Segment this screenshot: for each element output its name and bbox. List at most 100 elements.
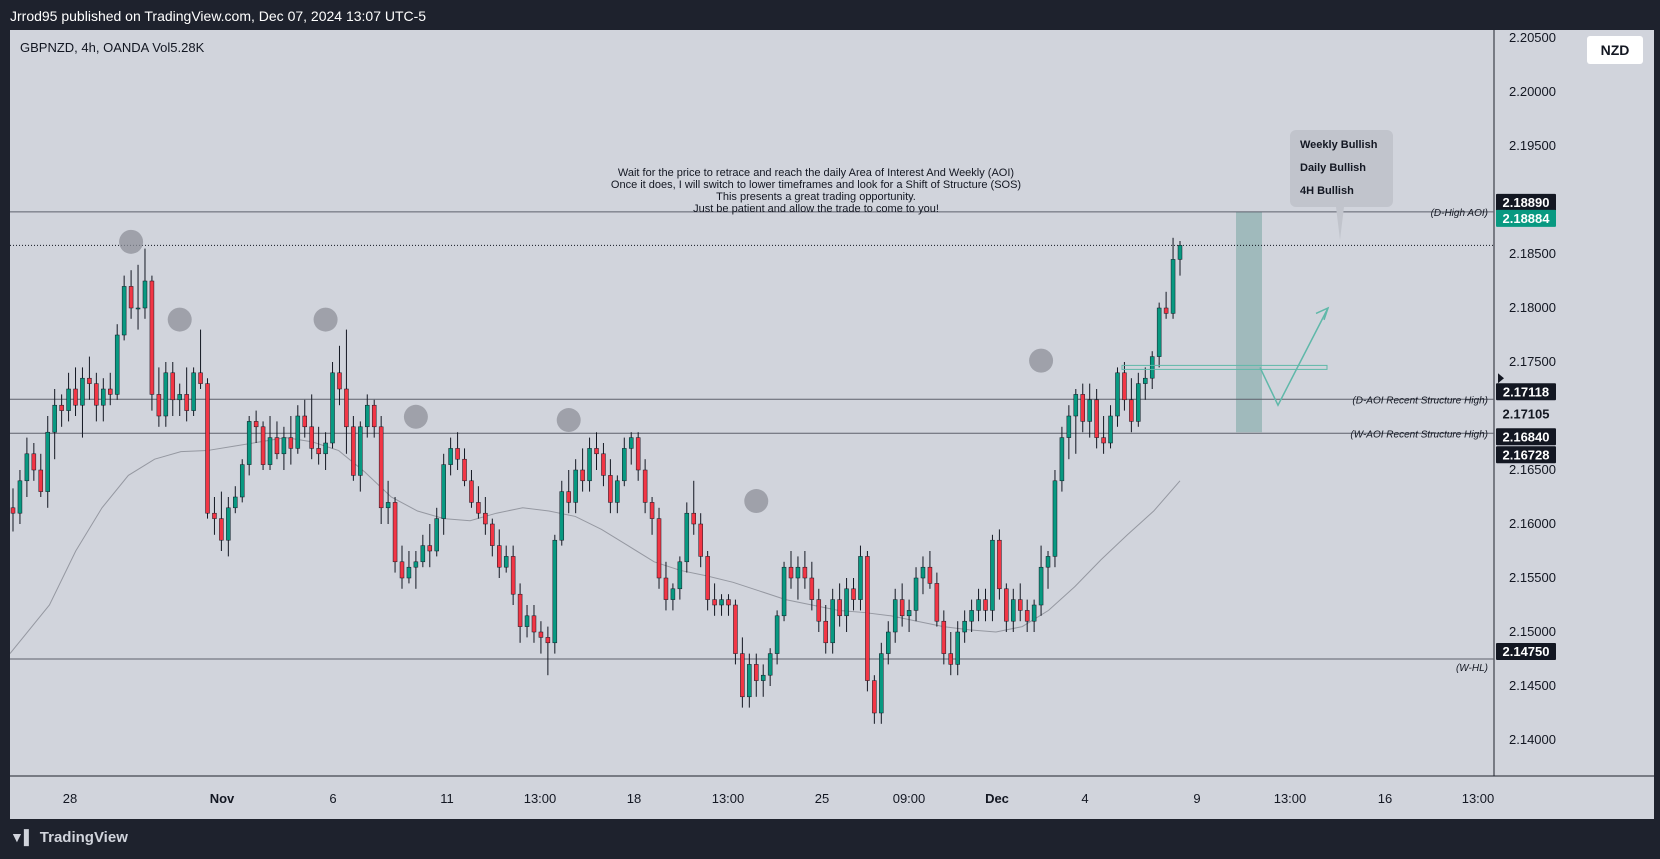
y-tick-label: 2.16000 (1509, 516, 1556, 531)
swing-point-marker (556, 408, 581, 433)
candle-body (754, 664, 759, 681)
candle-body (253, 421, 259, 428)
candle-body (1080, 394, 1085, 422)
swing-point-marker (744, 489, 769, 514)
candle-body (594, 448, 599, 455)
candle-body (747, 664, 752, 698)
candle-body (955, 631, 960, 665)
candle-body (872, 680, 877, 714)
y-tick-label: 2.17500 (1509, 354, 1556, 369)
candle-body (371, 404, 377, 428)
candle-body (462, 458, 467, 482)
bias-item: Daily Bullish (1300, 162, 1366, 174)
x-tick-label: 09:00 (893, 791, 926, 806)
symbol-info[interactable]: GBPNZD, 4h, OANDA Vol5.28K (20, 40, 205, 55)
candle-body (1122, 372, 1127, 401)
brand-name: TradingView (39, 829, 128, 846)
candle-body (573, 469, 578, 503)
x-tick-label: 25 (815, 791, 829, 806)
swing-point-marker (403, 404, 428, 429)
swing-point-marker (1029, 348, 1054, 373)
candle-body (31, 453, 37, 471)
structure-box (1121, 364, 1328, 370)
candle-body (767, 653, 773, 676)
candle-body (205, 383, 210, 514)
publisher-line: Jrrod95 published on TradingView.com, De… (10, 8, 427, 24)
moving-average-line (10, 437, 1181, 654)
candle-body (121, 286, 127, 336)
swing-point-marker (167, 307, 192, 332)
candle-body (997, 539, 1002, 590)
candle-body (990, 539, 995, 611)
bias-item: 4H Bullish (1300, 185, 1354, 197)
candle-body (677, 561, 683, 590)
price-chart[interactable]: 2.205002.200002.195002.190002.185002.180… (10, 30, 1654, 819)
candle-body (469, 480, 474, 503)
candle-body (156, 394, 162, 417)
candle-body (865, 556, 870, 681)
price-tag-label: 2.16840 (1503, 429, 1550, 444)
candle-body (705, 556, 710, 600)
candle-body (330, 372, 335, 444)
candle-body (1115, 372, 1120, 417)
swing-point-marker (119, 229, 144, 254)
candle-body (427, 545, 433, 552)
candle-body (302, 415, 307, 428)
x-tick-label: 13:00 (712, 791, 745, 806)
candle-body (615, 480, 620, 503)
candle-body (142, 280, 148, 309)
candle-body (87, 377, 92, 384)
candle-body (1073, 394, 1079, 417)
candle-body (601, 453, 606, 476)
x-tick-label: 6 (329, 791, 336, 806)
candle-body (962, 620, 967, 633)
brand-logo[interactable]: ▼▌ TradingView (10, 829, 128, 846)
candle-body (483, 512, 488, 525)
price-tag (1496, 383, 1556, 401)
candle-body (191, 372, 196, 411)
candle-body (10, 507, 16, 514)
candle-body (309, 426, 314, 449)
candle-body (198, 372, 203, 384)
candle-body (628, 437, 634, 449)
candle-body (774, 615, 780, 654)
candle-body (545, 637, 551, 644)
candle-body (740, 653, 745, 698)
candle-body (524, 615, 530, 627)
annotation-line: This presents a great trading opportunit… (716, 191, 916, 203)
candle-body (1066, 415, 1072, 438)
candle-body (1052, 480, 1058, 557)
candle-body (1108, 415, 1113, 444)
candle-body (802, 566, 808, 579)
candle-body (128, 286, 134, 309)
y-tick-label: 2.18000 (1509, 300, 1556, 315)
tradingview-logo-icon: ▼▌ (10, 829, 34, 845)
x-tick-label: 28 (63, 791, 77, 806)
candle-body (413, 561, 419, 568)
candle-body (670, 588, 676, 600)
candle-body (399, 561, 405, 579)
candle-body (66, 388, 71, 411)
candle-body (733, 604, 738, 654)
currency-button[interactable]: NZD (1587, 36, 1643, 64)
candle-body (844, 588, 849, 617)
candle-body (1170, 259, 1176, 314)
candle-body (635, 437, 641, 471)
candle-body (1163, 307, 1169, 314)
x-tick-label: 13:00 (1462, 791, 1495, 806)
candle-body (73, 388, 78, 406)
candle-body (358, 426, 363, 476)
candle-body (969, 610, 974, 622)
candle-body (17, 480, 23, 514)
y-tick-label: 2.16500 (1509, 462, 1556, 477)
bottom-bar (0, 819, 1660, 859)
x-tick-label: 16 (1378, 791, 1392, 806)
candle-body (212, 512, 217, 519)
y-tick-label: 2.15500 (1509, 570, 1556, 585)
candle-body (45, 431, 50, 492)
candle-body (288, 437, 294, 449)
candle-body (795, 566, 801, 579)
chart-area[interactable]: 2.205002.200002.195002.190002.185002.180… (10, 30, 1654, 819)
candle-body (698, 523, 703, 557)
level-label: (D-High AOI) (1431, 208, 1488, 219)
